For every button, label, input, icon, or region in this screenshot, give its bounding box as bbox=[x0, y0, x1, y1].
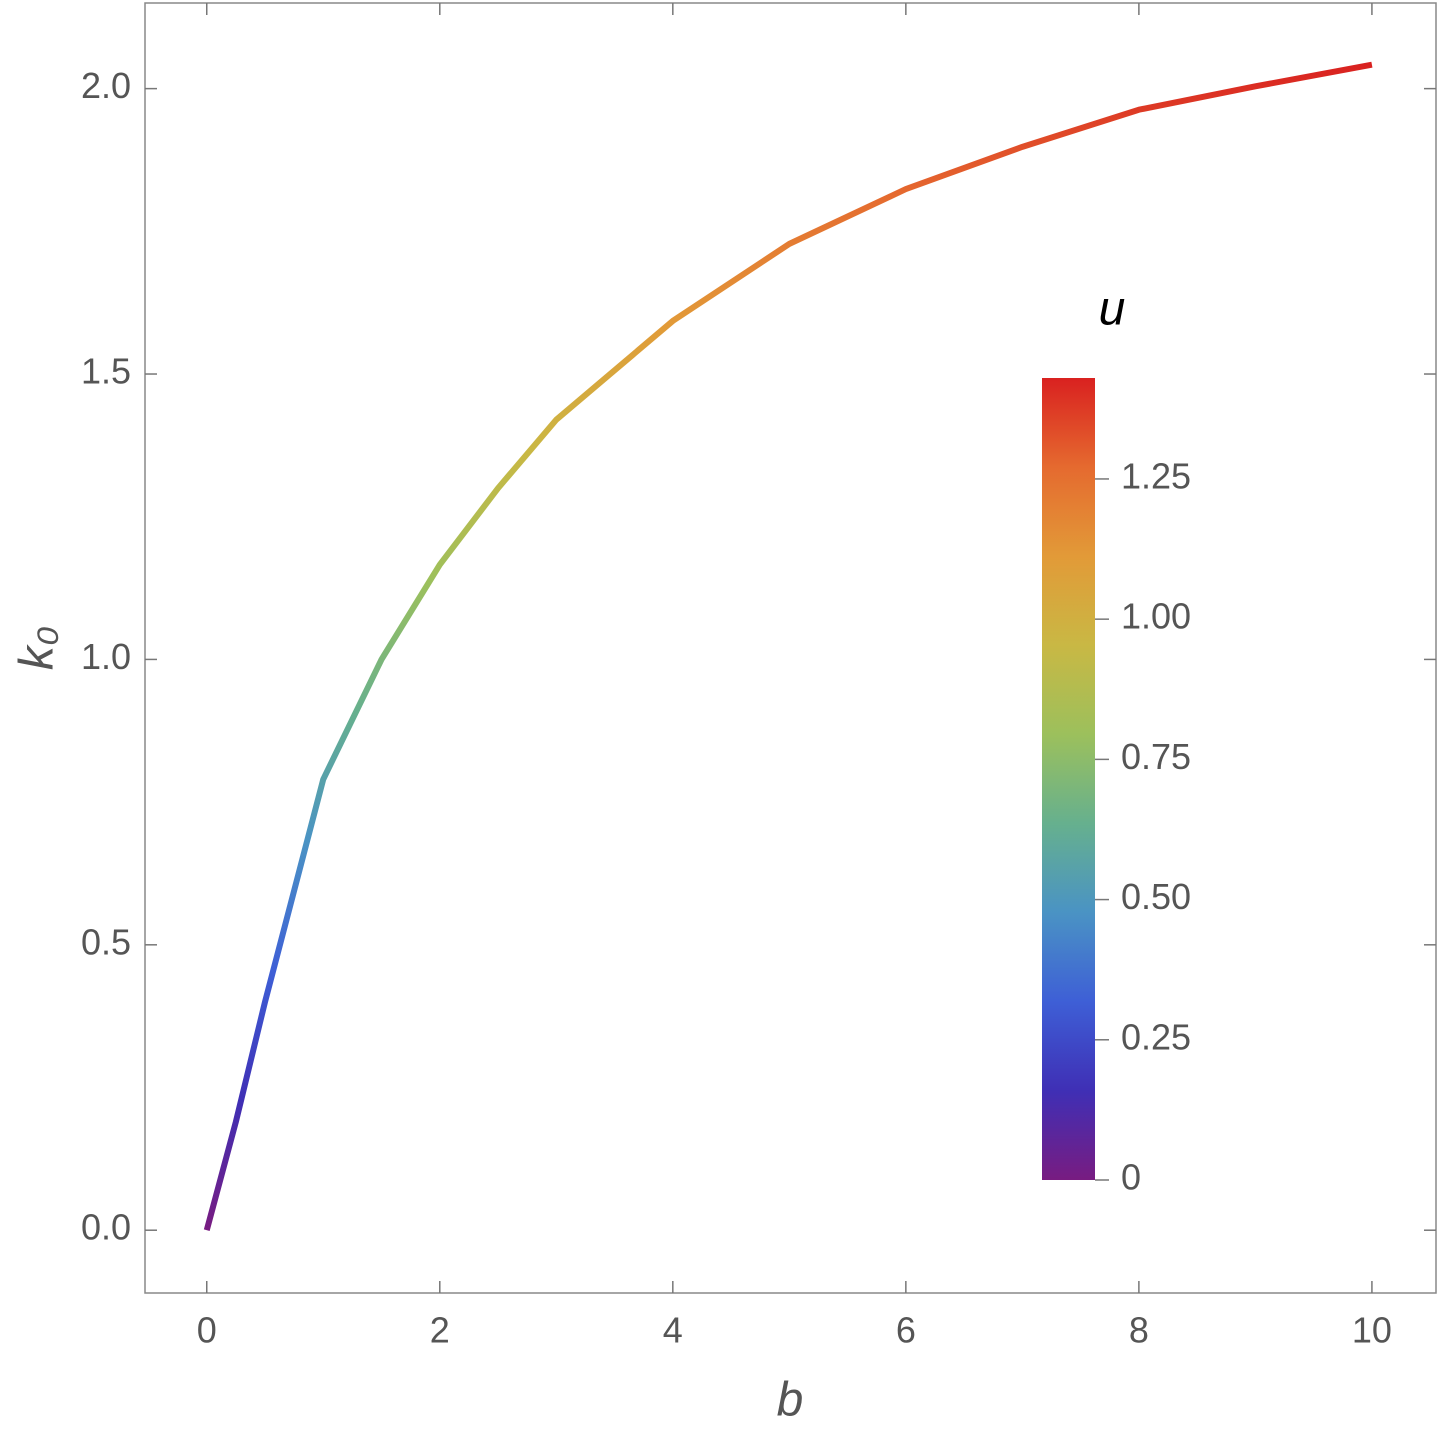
x-tick-label: 6 bbox=[896, 1310, 916, 1351]
colorbar-tick-label: 0.25 bbox=[1121, 1016, 1191, 1057]
y-tick-label: 1.0 bbox=[81, 636, 131, 677]
colorbar-tick-label: 1.00 bbox=[1121, 596, 1191, 637]
colorbar-tick-label: 0.50 bbox=[1121, 876, 1191, 917]
colorbar-tick-label: 0 bbox=[1121, 1157, 1141, 1198]
y-tick-label: 1.5 bbox=[81, 351, 131, 392]
y-tick-label: 0.0 bbox=[81, 1207, 131, 1248]
colorbar-title: u bbox=[1099, 283, 1126, 336]
x-axis-label: b bbox=[777, 1374, 804, 1427]
y-axis-label: k₀ bbox=[11, 626, 64, 670]
x-tick-label: 4 bbox=[663, 1310, 683, 1351]
line bbox=[203, 61, 1373, 1231]
x-tick-label: 2 bbox=[430, 1310, 450, 1351]
colorbar bbox=[1042, 378, 1095, 1180]
y-tick-label: 0.5 bbox=[81, 921, 131, 962]
y-tick-label: 2.0 bbox=[81, 65, 131, 106]
plot-frame bbox=[144, 2, 1437, 1294]
x-tick-label: 8 bbox=[1129, 1310, 1149, 1351]
x-tick-label: 0 bbox=[197, 1310, 217, 1351]
colorbar-tick-label: 1.25 bbox=[1121, 455, 1191, 496]
x-tick-label: 10 bbox=[1352, 1310, 1392, 1351]
colorbar-tick-label: 0.75 bbox=[1121, 736, 1191, 777]
